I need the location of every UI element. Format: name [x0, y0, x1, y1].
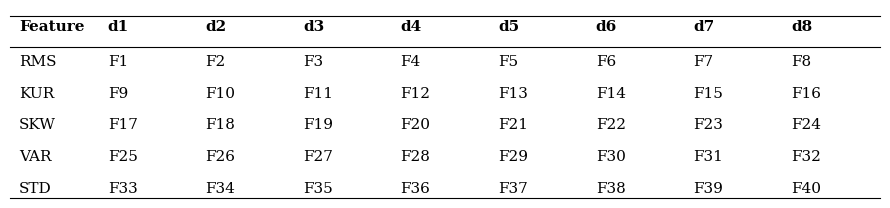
Text: F2: F2	[206, 55, 226, 69]
Text: d8: d8	[791, 20, 813, 34]
Text: d1: d1	[108, 20, 129, 34]
Text: F1: F1	[108, 55, 128, 69]
Text: KUR: KUR	[19, 87, 54, 100]
Text: d5: d5	[498, 20, 520, 34]
Text: F5: F5	[498, 55, 518, 69]
Text: F14: F14	[595, 87, 626, 100]
Text: VAR: VAR	[19, 150, 52, 164]
Text: F40: F40	[791, 182, 821, 196]
Text: F9: F9	[108, 87, 128, 100]
Text: Feature: Feature	[19, 20, 85, 34]
Text: F13: F13	[498, 87, 528, 100]
Text: F19: F19	[303, 118, 333, 132]
Text: F30: F30	[595, 150, 626, 164]
Text: F11: F11	[303, 87, 333, 100]
Text: d3: d3	[303, 20, 324, 34]
Text: F36: F36	[400, 182, 431, 196]
Text: F10: F10	[206, 87, 236, 100]
Text: F23: F23	[693, 118, 724, 132]
Text: F33: F33	[108, 182, 138, 196]
Text: RMS: RMS	[19, 55, 57, 69]
Text: F39: F39	[693, 182, 724, 196]
Text: F3: F3	[303, 55, 323, 69]
Text: F38: F38	[595, 182, 626, 196]
Text: F31: F31	[693, 150, 724, 164]
Text: F12: F12	[400, 87, 431, 100]
Text: F32: F32	[791, 150, 821, 164]
Text: F17: F17	[108, 118, 138, 132]
Text: d6: d6	[595, 20, 617, 34]
Text: F37: F37	[498, 182, 528, 196]
Text: F22: F22	[595, 118, 626, 132]
Text: d7: d7	[693, 20, 715, 34]
Text: F35: F35	[303, 182, 333, 196]
Text: F18: F18	[206, 118, 235, 132]
Text: F8: F8	[791, 55, 811, 69]
Text: F25: F25	[108, 150, 138, 164]
Text: F15: F15	[693, 87, 724, 100]
Text: SKW: SKW	[19, 118, 56, 132]
Text: F16: F16	[791, 87, 821, 100]
Text: F6: F6	[595, 55, 616, 69]
Text: d4: d4	[400, 20, 422, 34]
Text: F21: F21	[498, 118, 529, 132]
Text: F28: F28	[400, 150, 431, 164]
Text: F29: F29	[498, 150, 529, 164]
Text: STD: STD	[19, 182, 52, 196]
Text: F27: F27	[303, 150, 333, 164]
Text: d2: d2	[206, 20, 227, 34]
Text: F4: F4	[400, 55, 421, 69]
Text: F26: F26	[206, 150, 236, 164]
Text: F7: F7	[693, 55, 714, 69]
Text: F34: F34	[206, 182, 235, 196]
Text: F24: F24	[791, 118, 821, 132]
Text: F20: F20	[400, 118, 431, 132]
